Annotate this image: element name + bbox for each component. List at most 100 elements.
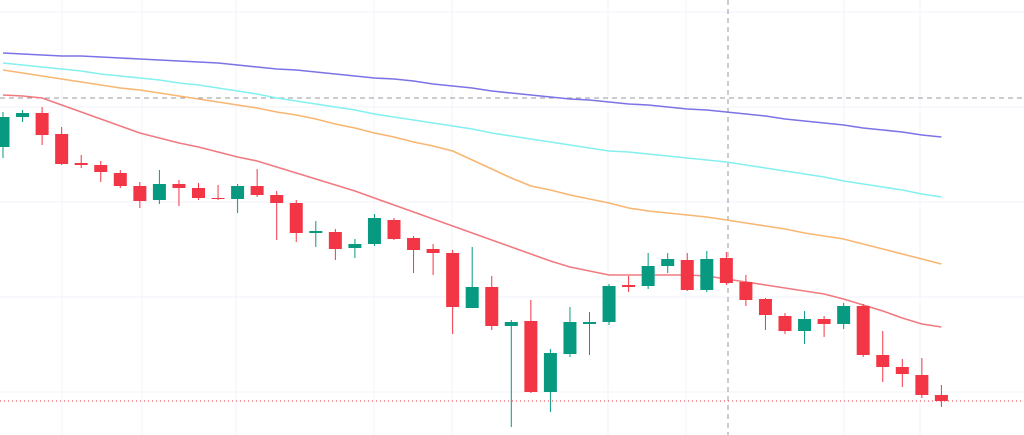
candle (328, 229, 342, 260)
candle-body (798, 319, 812, 331)
candle (367, 214, 381, 246)
candle (113, 170, 127, 188)
candle (798, 311, 812, 344)
candle (426, 244, 440, 275)
candle (524, 300, 538, 393)
candle (133, 182, 147, 208)
candle-body (152, 184, 166, 200)
candle-body (837, 306, 851, 324)
candle-body (250, 186, 264, 195)
candle-body (895, 367, 909, 374)
candle (563, 307, 577, 357)
candle-body (211, 198, 225, 199)
candle-body (270, 195, 284, 203)
candle-body (172, 184, 186, 188)
candle-body (856, 306, 870, 355)
candle (622, 276, 636, 292)
candle-body (602, 286, 616, 322)
candle (758, 298, 772, 330)
candle (211, 185, 225, 200)
candle (719, 252, 733, 285)
candle (348, 239, 362, 258)
candle (192, 183, 205, 200)
candle (446, 250, 460, 334)
candle (0, 112, 10, 158)
candle-body (915, 375, 929, 395)
candle (739, 275, 753, 306)
candle-body (758, 299, 772, 315)
candle (934, 385, 948, 407)
candle-body (133, 186, 147, 201)
candle-body (543, 353, 557, 392)
candle (35, 107, 49, 145)
candle-body (876, 355, 890, 367)
candle-body (778, 316, 792, 331)
candle (876, 331, 890, 382)
candle-body (16, 113, 30, 117)
candle (465, 247, 479, 308)
candle-body (641, 266, 655, 286)
candle (661, 253, 675, 273)
candle (817, 316, 831, 337)
moving-average-line (2, 69, 942, 265)
candle-body (465, 287, 479, 308)
candle (680, 253, 694, 291)
candle (250, 169, 264, 197)
candle (915, 358, 929, 398)
candle-body (583, 322, 596, 324)
candle (895, 359, 909, 387)
candle-body (0, 117, 10, 147)
candle (602, 284, 616, 325)
candle-body (192, 188, 205, 198)
candle (16, 110, 30, 122)
candle (94, 161, 108, 182)
candle (55, 127, 69, 165)
candle-body (348, 244, 362, 248)
candle (289, 200, 303, 242)
candle (700, 251, 714, 292)
candle (485, 276, 499, 330)
candle (387, 218, 401, 240)
candle-body (407, 238, 421, 250)
candle-body (113, 173, 127, 186)
candle (74, 155, 88, 168)
candle-body (309, 231, 323, 233)
candle-body (55, 134, 69, 164)
candle (778, 313, 792, 334)
candle-body (485, 287, 499, 326)
candle-body (328, 232, 342, 249)
candle-body (661, 259, 675, 266)
candle-body (367, 218, 381, 244)
candle-body (719, 258, 733, 283)
candle (152, 170, 166, 204)
moving-average-line (2, 52, 942, 138)
candle-body (94, 165, 108, 172)
candle (543, 349, 557, 412)
candle-body (739, 282, 753, 300)
candle (309, 221, 323, 247)
candle-body (934, 395, 948, 401)
candle (504, 320, 518, 427)
candle (172, 180, 186, 206)
candle (231, 184, 245, 213)
candle (270, 191, 284, 240)
moving-average-line (2, 94, 942, 328)
candle (837, 303, 851, 329)
candle-body (504, 322, 518, 326)
candle (583, 312, 596, 355)
candle-body (426, 249, 440, 253)
candle-body (680, 260, 694, 290)
candle-body (446, 253, 460, 307)
candle-body (524, 321, 538, 392)
candle-body (387, 220, 401, 239)
candle-body (700, 259, 714, 290)
candle-body (622, 285, 636, 287)
candle-body (35, 113, 49, 135)
candle-body (289, 203, 303, 233)
moving-average-line (2, 62, 942, 198)
candle (641, 253, 655, 289)
candle (856, 304, 870, 357)
candle-body (563, 322, 577, 354)
candle-body (817, 319, 831, 324)
